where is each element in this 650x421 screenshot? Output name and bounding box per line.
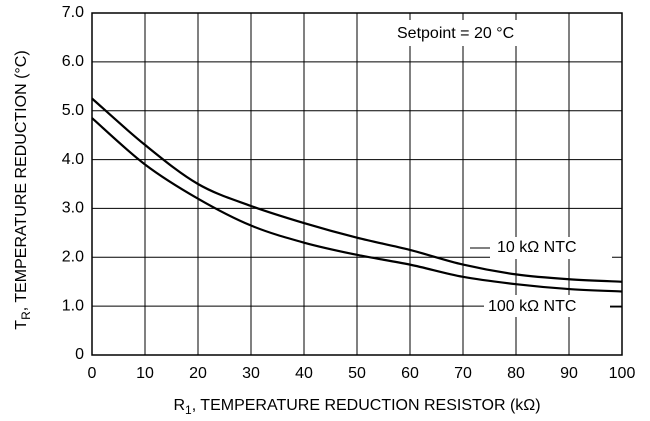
y-tick-label: 0 (75, 346, 84, 363)
series-label: 100 kΩ NTC (488, 298, 576, 315)
y-axis-label-main: T (13, 320, 30, 330)
x-axis-label-rest: , TEMPERATURE REDUCTION RESISTOR (kΩ) (192, 397, 541, 414)
x-tick-label: 60 (401, 365, 419, 382)
x-tick-label: 80 (507, 365, 525, 382)
x-tick-label: 20 (189, 365, 207, 382)
x-tick-label: 40 (295, 365, 313, 382)
x-tick-label: 70 (454, 365, 472, 382)
y-tick-label: 3.0 (62, 200, 84, 217)
x-tick-label: 10 (136, 365, 154, 382)
x-tick-label: 30 (242, 365, 260, 382)
series-label-bg (484, 295, 610, 317)
series-label-bg (490, 237, 612, 259)
x-tick-label: 100 (609, 365, 636, 382)
x-axis-label: R1, TEMPERATURE REDUCTION RESISTOR (kΩ) (173, 397, 540, 417)
series-label: 10 kΩ NTC (497, 239, 577, 256)
plot-frame (91, 12, 623, 356)
x-axis-label-sub: 1 (185, 403, 192, 417)
series-line (91, 117, 623, 293)
y-tick-label: 6.0 (62, 53, 84, 70)
x-tick-label: 90 (560, 365, 578, 382)
y-tick-label: 5.0 (62, 102, 84, 119)
y-axis-label-rest: , TEMPERATURE REDUCTION (°C) (13, 50, 30, 311)
annotation-bg (392, 20, 562, 46)
series-line (91, 97, 623, 283)
x-tick-label: 0 (88, 365, 97, 382)
y-tick-label: 2.0 (62, 249, 84, 266)
y-axis-label-sub: R (19, 311, 33, 320)
y-tick-label: 4.0 (62, 151, 84, 168)
y-axis-label: TR, TEMPERATURE REDUCTION (°C) (13, 50, 33, 329)
y-tick-label: 1.0 (62, 297, 84, 314)
annotation: Setpoint = 20 °C (397, 25, 514, 42)
y-tick-label: 7.0 (62, 4, 84, 21)
x-tick-label: 50 (348, 365, 366, 382)
x-axis-label-main: R (173, 397, 185, 414)
